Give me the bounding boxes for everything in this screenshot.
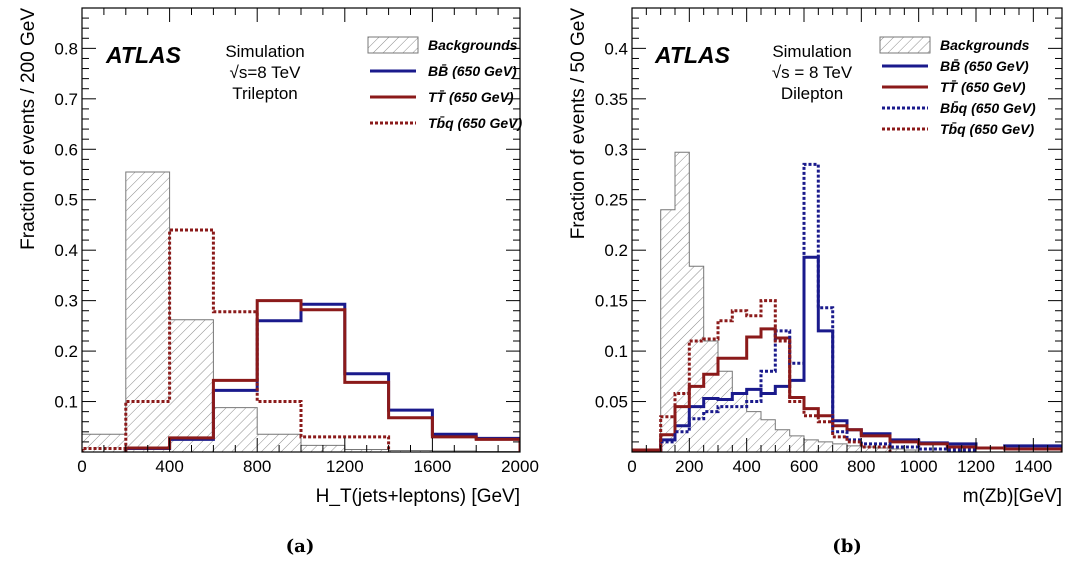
legend-entry: TT̄ (650 GeV) — [428, 88, 514, 105]
x-tick-label: 1600 — [413, 457, 451, 476]
series-tt-650-gev-hist — [124, 299, 520, 452]
legend-entry: Backgrounds — [428, 37, 518, 53]
x-tick-label: 0 — [77, 457, 86, 476]
legend-entry: BB̄ (650 GeV) — [428, 62, 517, 79]
y-tick-label: 0.15 — [595, 292, 628, 311]
y-tick-label: 0.05 — [595, 393, 628, 412]
y-tick-label: 0.8 — [54, 39, 78, 58]
legend-entry: Tb̄q (650 GeV) — [428, 114, 522, 131]
chart-panel-a: 0 400 800 1200 1600 2000 0.1 0.2 0.3 0.4 0.5 0.6 0.7… — [18, 7, 539, 507]
simulation-info-line: Simulation — [772, 42, 851, 61]
legend-entry: BB̄ (650 GeV) — [940, 57, 1029, 74]
series-tb-q-650-gev-hist — [82, 228, 391, 452]
x-tick-label: 0 — [627, 457, 636, 476]
x-axis-title: m(Zb)[GeV] — [963, 486, 1062, 507]
panel-label: (b) — [832, 536, 862, 557]
simulation-info-line: Simulation — [225, 42, 304, 61]
atlas-label: ATLAS — [105, 42, 182, 68]
y-tick-label: 0.4 — [604, 39, 628, 58]
legend-entry: Tb̄q (650 GeV) — [940, 120, 1034, 137]
x-tick-label: 400 — [155, 457, 183, 476]
x-tick-label: 1400 — [1014, 457, 1052, 476]
legend-swatch — [879, 36, 931, 54]
atlas-label: ATLAS — [654, 42, 731, 68]
series-tb-q-650-gev-hist — [659, 299, 892, 452]
x-tick-label: 2000 — [501, 457, 539, 476]
x-axis-title: H_T(jets+leptons) [GeV] — [316, 486, 520, 507]
y-tick-label: 0.2 — [54, 342, 78, 361]
simulation-info-line: Dilepton — [781, 84, 843, 103]
y-tick-label: 0.1 — [604, 342, 628, 361]
x-tick-label: 400 — [732, 457, 760, 476]
y-tick-label: 0.6 — [54, 140, 78, 159]
histogram-layer — [632, 151, 1062, 452]
series-bb-q-650-gev-hist — [659, 162, 978, 452]
legend-entry: Bb̄q (650 GeV) — [940, 99, 1036, 116]
y-tick-label: 0.7 — [54, 90, 78, 109]
x-tick-label: 1200 — [957, 457, 995, 476]
chart-panel-b: 0 200 400 600 800 1000 1200 1400 0.05 0.1 0.15 0.2 0… — [568, 7, 1063, 507]
x-tick-label: 1200 — [326, 457, 364, 476]
y-tick-label: 0.35 — [595, 90, 628, 109]
y-tick-label: 0.25 — [595, 191, 628, 210]
simulation-info-line: √s = 8 TeV — [772, 63, 853, 82]
y-tick-label: 0.2 — [604, 241, 628, 260]
y-tick-label: 0.5 — [54, 191, 78, 210]
x-tick-label: 800 — [847, 457, 875, 476]
legend-entry: TT̄ (650 GeV) — [940, 78, 1026, 95]
legend-entry: Backgrounds — [940, 37, 1030, 53]
histogram-layer — [82, 171, 520, 452]
simulation-info-line: Trilepton — [232, 84, 298, 103]
y-tick-label: 0.3 — [604, 140, 628, 159]
panel-label: (a) — [286, 536, 315, 557]
y-axis-title: Fraction of events / 200 GeV — [18, 8, 39, 250]
x-tick-label: 600 — [790, 457, 818, 476]
y-tick-label: 0.4 — [54, 241, 78, 260]
x-tick-label: 200 — [675, 457, 703, 476]
legend-swatch — [367, 36, 419, 54]
x-tick-label: 800 — [243, 457, 271, 476]
y-tick-label: 0.3 — [54, 292, 78, 311]
simulation-info-line: √s=8 TeV — [230, 63, 302, 82]
x-tick-label: 1000 — [900, 457, 938, 476]
y-axis-title: Fraction of events / 50 GeV — [568, 8, 589, 240]
y-tick-label: 0.1 — [54, 393, 78, 412]
